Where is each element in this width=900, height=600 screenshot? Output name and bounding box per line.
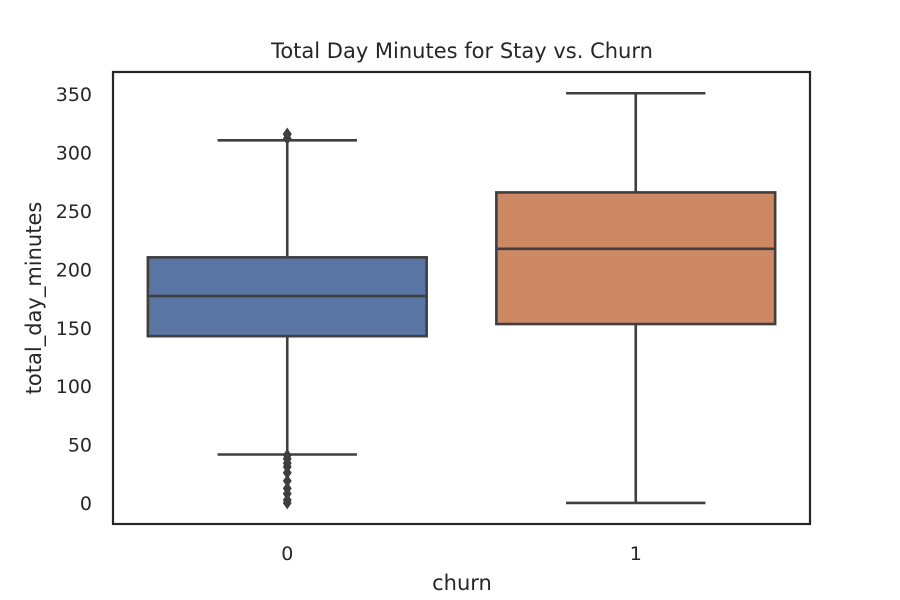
y-tick-label: 100: [56, 376, 92, 398]
axes-frame: [111, 70, 812, 526]
outlier-point: [282, 127, 292, 141]
y-tick-label: 150: [56, 318, 92, 340]
y-tick-label: 350: [56, 84, 92, 106]
outlier-point: [282, 482, 292, 495]
y-tick-label: 200: [56, 259, 92, 281]
outlier-point: [282, 474, 292, 488]
chart-title: Total Day Minutes for Stay vs. Churn: [270, 39, 653, 63]
x-tick-label: 0: [281, 543, 293, 565]
y-tick-label: 50: [68, 435, 92, 457]
y-tick-label: 250: [56, 201, 92, 223]
y-axis-label: total_day_minutes: [22, 202, 47, 395]
box-group-0: [146, 127, 428, 510]
iqr-box: [495, 191, 777, 326]
y-tick-label: 300: [56, 143, 92, 165]
x-tick-label: 1: [630, 543, 642, 565]
outlier-point: [282, 448, 292, 462]
box-group-1: [495, 91, 777, 505]
plot-area: [146, 91, 777, 510]
x-axis-label: churn: [432, 571, 492, 595]
y-tick-labels: 0 50 100 150 200 250 300 350: [56, 84, 92, 515]
y-tick-label: 0: [80, 493, 92, 515]
